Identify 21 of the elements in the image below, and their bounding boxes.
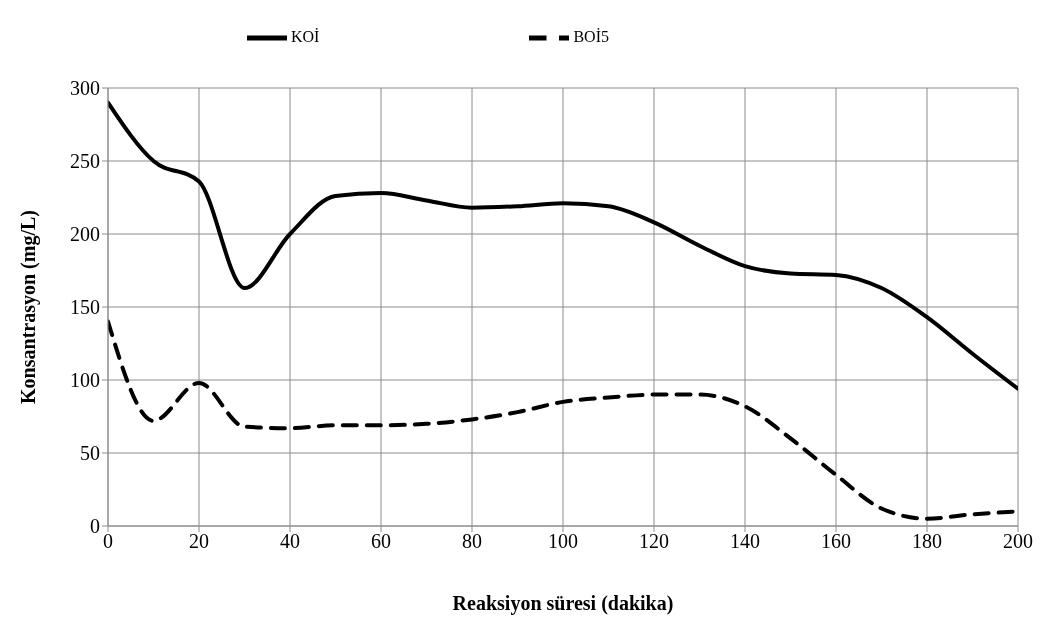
x-tick-label: 60 bbox=[371, 530, 391, 553]
x-tick-label: 20 bbox=[189, 530, 209, 553]
x-tick-label: 200 bbox=[1003, 530, 1033, 553]
y-tick-label: 300 bbox=[70, 77, 100, 100]
x-tick-label: 180 bbox=[912, 530, 942, 553]
x-tick-label: 140 bbox=[730, 530, 760, 553]
x-tick-label: 40 bbox=[280, 530, 300, 553]
y-axis-title: Konsantrasyon (mg/L) bbox=[17, 210, 41, 404]
legend-label: KOİ bbox=[291, 27, 320, 45]
legend-label: BOİ5 bbox=[573, 27, 609, 45]
x-tick-label: 120 bbox=[639, 530, 669, 553]
x-tick-label: 160 bbox=[821, 530, 851, 553]
y-tick-label: 0 bbox=[90, 515, 100, 538]
y-tick-label: 50 bbox=[80, 442, 100, 465]
y-tick-label: 200 bbox=[70, 223, 100, 246]
x-axis-title: Reaksiyon süresi (dakika) bbox=[452, 592, 674, 616]
y-tick-label: 250 bbox=[70, 150, 100, 173]
x-tick-label: 80 bbox=[462, 530, 482, 553]
y-tick-label: 150 bbox=[70, 296, 100, 319]
x-tick-label: 100 bbox=[548, 530, 578, 553]
y-tick-label: 100 bbox=[70, 369, 100, 392]
